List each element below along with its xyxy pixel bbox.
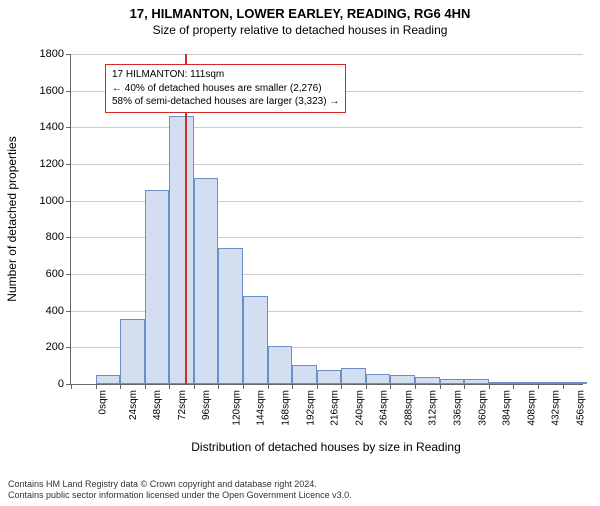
x-tick [194, 384, 195, 389]
chart-subtitle: Size of property relative to detached ho… [0, 23, 600, 37]
x-tick-label: 288sqm [403, 390, 414, 426]
histogram-bar [243, 296, 268, 384]
x-tick [366, 384, 367, 389]
y-tick-label: 800 [46, 231, 71, 243]
x-tick [218, 384, 219, 389]
x-tick-label: 48sqm [152, 390, 163, 420]
x-tick-label: 192sqm [305, 390, 316, 426]
y-tick-label: 600 [46, 268, 71, 280]
x-tick [169, 384, 170, 389]
chart-footer: Contains HM Land Registry data © Crown c… [8, 479, 352, 502]
x-tick-label: 312sqm [428, 390, 439, 426]
histogram-bar [513, 382, 538, 384]
x-tick [96, 384, 97, 389]
x-tick-label: 336sqm [453, 390, 464, 426]
histogram-bar [440, 379, 465, 385]
gridline [71, 54, 583, 55]
x-axis-label: Distribution of detached houses by size … [191, 440, 461, 454]
x-tick [415, 384, 416, 389]
histogram-bar [390, 375, 415, 384]
x-tick [489, 384, 490, 389]
histogram-bar [194, 178, 219, 384]
x-tick [145, 384, 146, 389]
histogram-bar [145, 190, 170, 384]
footer-line: Contains public sector information licen… [8, 490, 352, 502]
annotation-line: 58% of semi-detached houses are larger (… [112, 95, 339, 109]
histogram-bar [341, 368, 366, 385]
histogram-bar [464, 379, 489, 384]
x-tick [243, 384, 244, 389]
y-axis-label: Number of detached properties [5, 136, 19, 301]
x-tick-label: 216sqm [330, 390, 341, 426]
histogram-bar [317, 370, 342, 384]
y-tick-label: 1000 [40, 195, 71, 207]
x-tick-label: 96sqm [201, 390, 212, 420]
x-tick-label: 240sqm [354, 390, 365, 426]
y-tick-label: 0 [58, 378, 71, 390]
x-tick-label: 384sqm [502, 390, 513, 426]
x-tick [538, 384, 539, 389]
x-tick-label: 456sqm [576, 390, 587, 426]
annotation-box: 17 HILMANTON: 111sqm← 40% of detached ho… [105, 64, 346, 113]
x-tick [341, 384, 342, 389]
y-tick-label: 1200 [40, 158, 71, 170]
x-tick [390, 384, 391, 389]
x-tick [464, 384, 465, 389]
gridline [71, 127, 583, 128]
x-tick-label: 144sqm [256, 390, 267, 426]
histogram-bar [169, 116, 194, 384]
x-tick [120, 384, 121, 389]
y-tick-label: 200 [46, 341, 71, 353]
x-tick [317, 384, 318, 389]
x-tick [292, 384, 293, 389]
x-tick-label: 120sqm [231, 390, 242, 426]
y-tick-label: 400 [46, 305, 71, 317]
x-tick-label: 72sqm [177, 390, 188, 420]
histogram-bar [96, 375, 121, 384]
x-tick-label: 264sqm [379, 390, 390, 426]
x-tick-label: 360sqm [477, 390, 488, 426]
histogram-bar [415, 377, 440, 384]
annotation-line: 17 HILMANTON: 111sqm [112, 68, 339, 82]
x-tick [440, 384, 441, 389]
x-tick-label: 408sqm [526, 390, 537, 426]
annotation-line: ← 40% of detached houses are smaller (2,… [112, 82, 339, 96]
histogram-bar [120, 319, 145, 384]
histogram-bar [563, 382, 588, 384]
chart-title: 17, HILMANTON, LOWER EARLEY, READING, RG… [0, 6, 600, 21]
x-tick-label: 0sqm [97, 390, 108, 414]
histogram-bar [366, 374, 391, 384]
y-tick-label: 1400 [40, 121, 71, 133]
y-tick-label: 1600 [40, 85, 71, 97]
y-tick-label: 1800 [40, 48, 71, 60]
histogram-bar [292, 365, 317, 384]
x-tick-label: 24sqm [128, 390, 139, 420]
footer-line: Contains HM Land Registry data © Crown c… [8, 479, 352, 491]
x-tick-label: 432sqm [551, 390, 562, 426]
plot-area: 0200400600800100012001400160018000sqm24s… [70, 54, 583, 385]
x-tick [71, 384, 72, 389]
x-tick-label: 168sqm [281, 390, 292, 426]
histogram-bar [489, 382, 514, 384]
x-tick [563, 384, 564, 389]
histogram-bar [538, 382, 563, 384]
x-tick [268, 384, 269, 389]
histogram-bar [268, 346, 293, 384]
x-tick [513, 384, 514, 389]
gridline [71, 164, 583, 165]
histogram-bar [218, 248, 243, 384]
